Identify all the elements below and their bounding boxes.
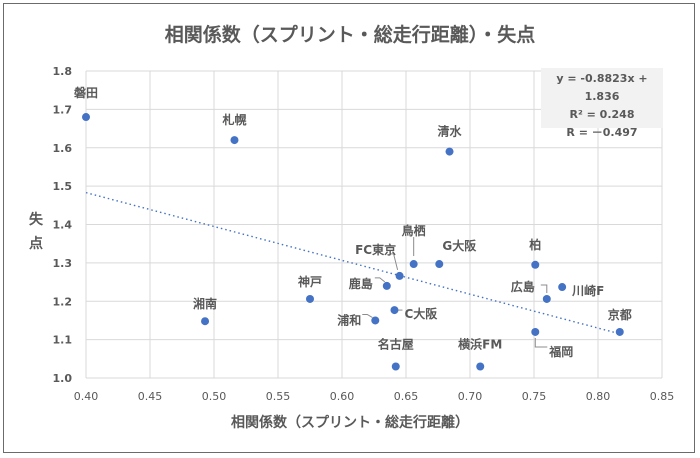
data-point	[542, 294, 551, 303]
leader-line	[534, 337, 548, 348]
y-tick-label: 1.2	[53, 295, 73, 308]
x-axis-label: 相関係数（スプリント・総走行距離）	[231, 415, 469, 431]
leader-line	[362, 313, 373, 318]
data-point	[382, 281, 391, 290]
data-point	[409, 260, 418, 269]
data-label: 京都	[608, 307, 632, 322]
data-label: 横浜FM	[458, 336, 502, 351]
data-point	[230, 136, 239, 145]
data-label: 湘南	[193, 296, 217, 311]
data-label: 鹿島	[349, 276, 373, 291]
data-label: 磐田	[74, 85, 98, 100]
data-point	[82, 113, 90, 122]
x-tick-label: 0.55	[266, 390, 291, 403]
r-squared: R² = 0.248	[569, 108, 635, 121]
x-tick-label: 0.65	[394, 390, 419, 403]
data-label: FC東京	[355, 242, 396, 257]
data-point	[371, 316, 380, 325]
data-point	[531, 327, 540, 336]
x-tick-label: 0.75	[522, 390, 547, 403]
correlation-r: R = －0.497	[566, 126, 638, 139]
trendline-path	[85, 191, 620, 335]
y-tick-label: 1.3	[53, 257, 73, 270]
data-label: 福岡	[548, 344, 573, 359]
y-tick-label: 1.5	[53, 180, 73, 193]
data-point	[201, 317, 210, 326]
data-label: 川崎F	[571, 283, 604, 298]
data-label: 広島	[511, 279, 535, 294]
data-point	[306, 294, 314, 303]
data-label: G大阪	[442, 238, 477, 253]
data-points	[82, 113, 624, 371]
data-point	[531, 260, 540, 269]
y-axis-label: 失点	[26, 208, 46, 256]
y-tick-label: 1.7	[53, 103, 73, 116]
data-label: 柏	[529, 237, 541, 252]
trendline	[85, 191, 620, 335]
data-point	[445, 147, 454, 156]
data-label: 清水	[438, 124, 463, 139]
data-point	[391, 362, 400, 371]
x-tick-label: 0.80	[586, 390, 611, 403]
data-label: 浦和	[337, 312, 361, 327]
tick-labels: 0.40 0.45 0.50 0.55 0.60 0.65 0.70 0.75 0.80 0.85…	[53, 65, 675, 403]
x-tick-label: 0.50	[202, 390, 227, 403]
data-label: C大阪	[404, 306, 438, 321]
leader-line	[374, 277, 386, 283]
data-label: 名古屋	[378, 336, 414, 351]
data-point	[435, 260, 444, 269]
leader-lines	[362, 237, 548, 348]
y-tick-label: 1.8	[53, 65, 73, 78]
x-tick-label: 0.70	[458, 390, 483, 403]
y-tick-label: 1.1	[53, 334, 73, 347]
x-tick-label: 0.45	[138, 390, 163, 403]
chart-title: 相関係数（スプリント・総走行距離）・失点	[164, 24, 536, 46]
x-tick-label: 0.40	[74, 390, 99, 403]
regression-equation: y = -0.8823x + 1.836	[556, 72, 648, 103]
data-point	[615, 327, 624, 336]
data-point	[395, 271, 404, 280]
x-tick-label: 0.85	[650, 390, 675, 403]
y-axis-label-text: 失点	[29, 212, 43, 252]
data-label: 鳥栖	[402, 223, 426, 238]
leader-line	[540, 284, 548, 293]
data-point	[558, 283, 567, 292]
y-tick-label: 1.4	[53, 219, 73, 232]
regression-annotation: y = -0.8823x + 1.836 R² = 0.248 R = －0.4…	[541, 68, 663, 139]
data-label: 札幌	[221, 112, 246, 127]
x-tick-label: 0.60	[330, 390, 355, 403]
y-tick-label: 1.6	[53, 142, 73, 155]
y-tick-label: 1.0	[53, 372, 73, 385]
data-point	[390, 306, 399, 315]
leader-line	[389, 253, 399, 271]
data-label: 神戸	[298, 274, 322, 289]
data-point	[476, 362, 485, 371]
